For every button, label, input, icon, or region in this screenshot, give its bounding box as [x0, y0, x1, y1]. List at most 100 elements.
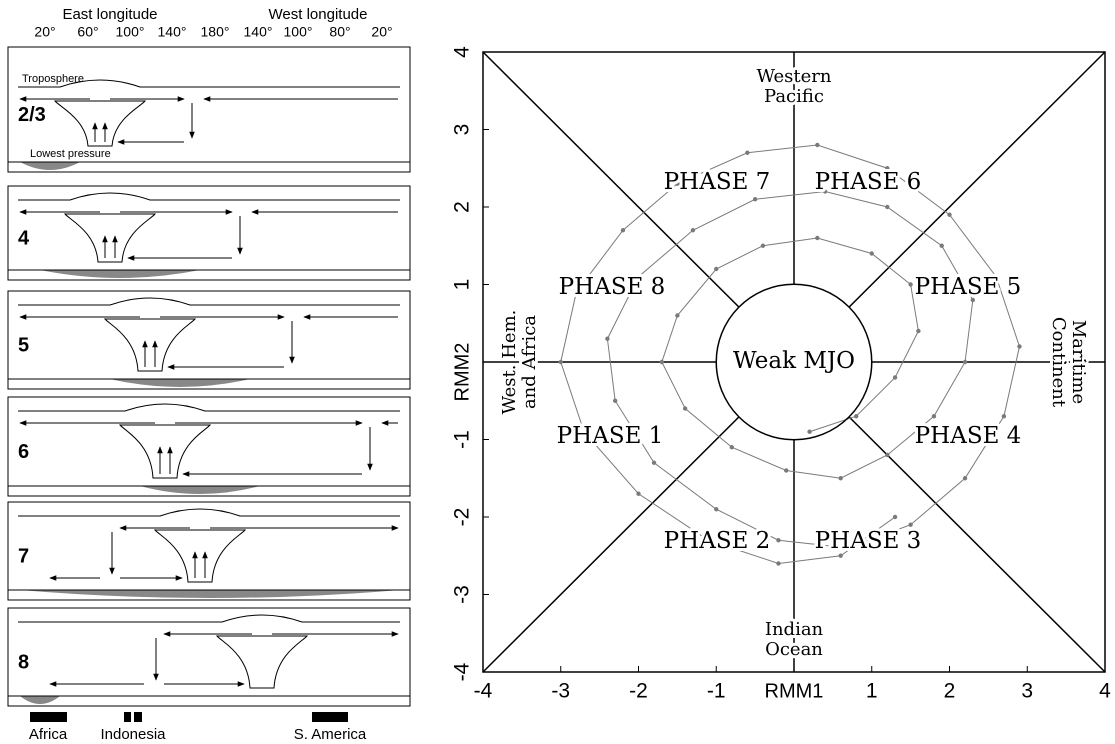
y-axis-label: RMM2	[451, 343, 473, 402]
phase-label: PHASE 1	[557, 423, 664, 449]
x-tick-label: 1	[866, 680, 878, 703]
trajectory-point	[822, 189, 828, 194]
panel-box	[7, 290, 411, 390]
x-tick-label: 2	[944, 680, 956, 703]
trajectory-point	[776, 538, 781, 543]
convection	[103, 318, 197, 372]
trajectory-point	[620, 228, 626, 233]
tropopause	[18, 79, 400, 88]
panel-box	[7, 396, 411, 497]
phase-label: PHASE 5	[915, 274, 1022, 300]
region-label: Indonesia	[100, 726, 166, 743]
trajectory-point	[815, 142, 820, 148]
trajectory-point	[1001, 414, 1007, 419]
convection	[153, 529, 247, 583]
y-tick-label: -4	[451, 662, 474, 681]
x-tick-label: -4	[474, 680, 493, 703]
region-label: S. America	[294, 726, 367, 743]
east-header: East longitude	[62, 6, 157, 23]
low-pressure	[20, 590, 400, 598]
trajectory-point	[908, 282, 913, 287]
trajectory-point	[706, 538, 711, 543]
longitude-label: 20°	[34, 24, 55, 40]
trajectory-point	[675, 181, 680, 186]
longitude-label: 20°	[371, 24, 392, 40]
trajectory-point	[993, 274, 999, 279]
trajectory-point	[659, 359, 665, 365]
longitude-label: 180°	[201, 24, 230, 40]
weak-mjo-circle-bg	[716, 284, 872, 440]
y-tick-label: 1	[451, 279, 474, 291]
phase-label: PHASE 7	[664, 169, 771, 195]
panel-label: 2/3	[18, 104, 46, 126]
panel-box	[7, 185, 411, 281]
west-header: West longitude	[269, 6, 368, 23]
x-axis-label: RMM1	[765, 680, 824, 702]
phase-label: PHASE 4	[915, 423, 1022, 449]
trajectory-point	[939, 243, 944, 248]
longitude-label: 100°	[116, 24, 145, 40]
low-pressure	[110, 379, 250, 387]
trajectory-point	[885, 204, 890, 210]
trajectory-point	[916, 328, 921, 334]
trajectory-point	[651, 460, 657, 465]
trajectory-point	[760, 243, 766, 248]
trajectory-point	[682, 406, 688, 411]
trajectory-point	[892, 514, 898, 520]
trajectory-point	[675, 313, 680, 318]
trajectory-point	[729, 445, 734, 450]
trajectory-point	[574, 290, 579, 295]
region-bar	[30, 712, 67, 722]
panel-label: 5	[18, 334, 29, 356]
x-tick-label: 3	[1021, 680, 1033, 703]
trajectory-point	[776, 561, 781, 566]
y-tick-label: 4	[451, 46, 474, 58]
trajectory-point	[869, 251, 874, 256]
tropopause	[18, 508, 400, 517]
trajectory-point	[1017, 344, 1022, 349]
longitude-label: 60°	[77, 24, 98, 40]
region-label: Pacific	[764, 86, 824, 107]
x-tick-label: -3	[551, 680, 570, 703]
longitude-label: 100°	[284, 24, 313, 40]
y-tick-label: 2	[451, 201, 474, 213]
panel-top-label: Troposphere	[22, 73, 84, 85]
tropopause	[18, 192, 400, 201]
convection	[63, 213, 157, 263]
trajectory-point	[807, 429, 812, 434]
region-label: Africa	[29, 726, 68, 743]
low-pressure	[140, 486, 260, 494]
longitude-label: 140°	[244, 24, 273, 40]
convection	[53, 100, 147, 147]
trajectory-point	[970, 297, 976, 303]
low-pressure	[40, 270, 200, 278]
tropopause	[18, 403, 400, 412]
y-tick-label: -3	[451, 585, 474, 604]
trajectory-point	[612, 398, 618, 403]
panel-label: 6	[18, 441, 29, 463]
trajectory-point	[752, 197, 758, 202]
region-bar	[124, 712, 131, 722]
trajectory-point	[892, 375, 898, 380]
trajectory-point	[885, 452, 890, 458]
trajectory-point	[947, 212, 952, 217]
phase-label: PHASE 6	[815, 169, 922, 195]
trajectory-point	[690, 228, 696, 233]
trajectory-point	[908, 522, 913, 527]
region-label: West. Hem.	[499, 310, 520, 415]
trajectory	[560, 144, 1020, 565]
y-tick-label: 3	[451, 124, 474, 136]
panel-label: 4	[18, 227, 30, 249]
trajectory-point	[846, 545, 851, 551]
trajectory-point	[636, 274, 641, 279]
longitude-label: 80°	[329, 24, 350, 40]
trajectory-point	[885, 166, 890, 171]
trajectory-point	[745, 150, 750, 155]
trajectory-point	[838, 476, 843, 481]
trajectory-point	[838, 553, 843, 558]
phase-label: PHASE 8	[559, 274, 666, 300]
phase-label: PHASE 2	[664, 528, 771, 554]
trajectory-point	[854, 414, 859, 419]
region-label: Indian	[765, 619, 824, 640]
